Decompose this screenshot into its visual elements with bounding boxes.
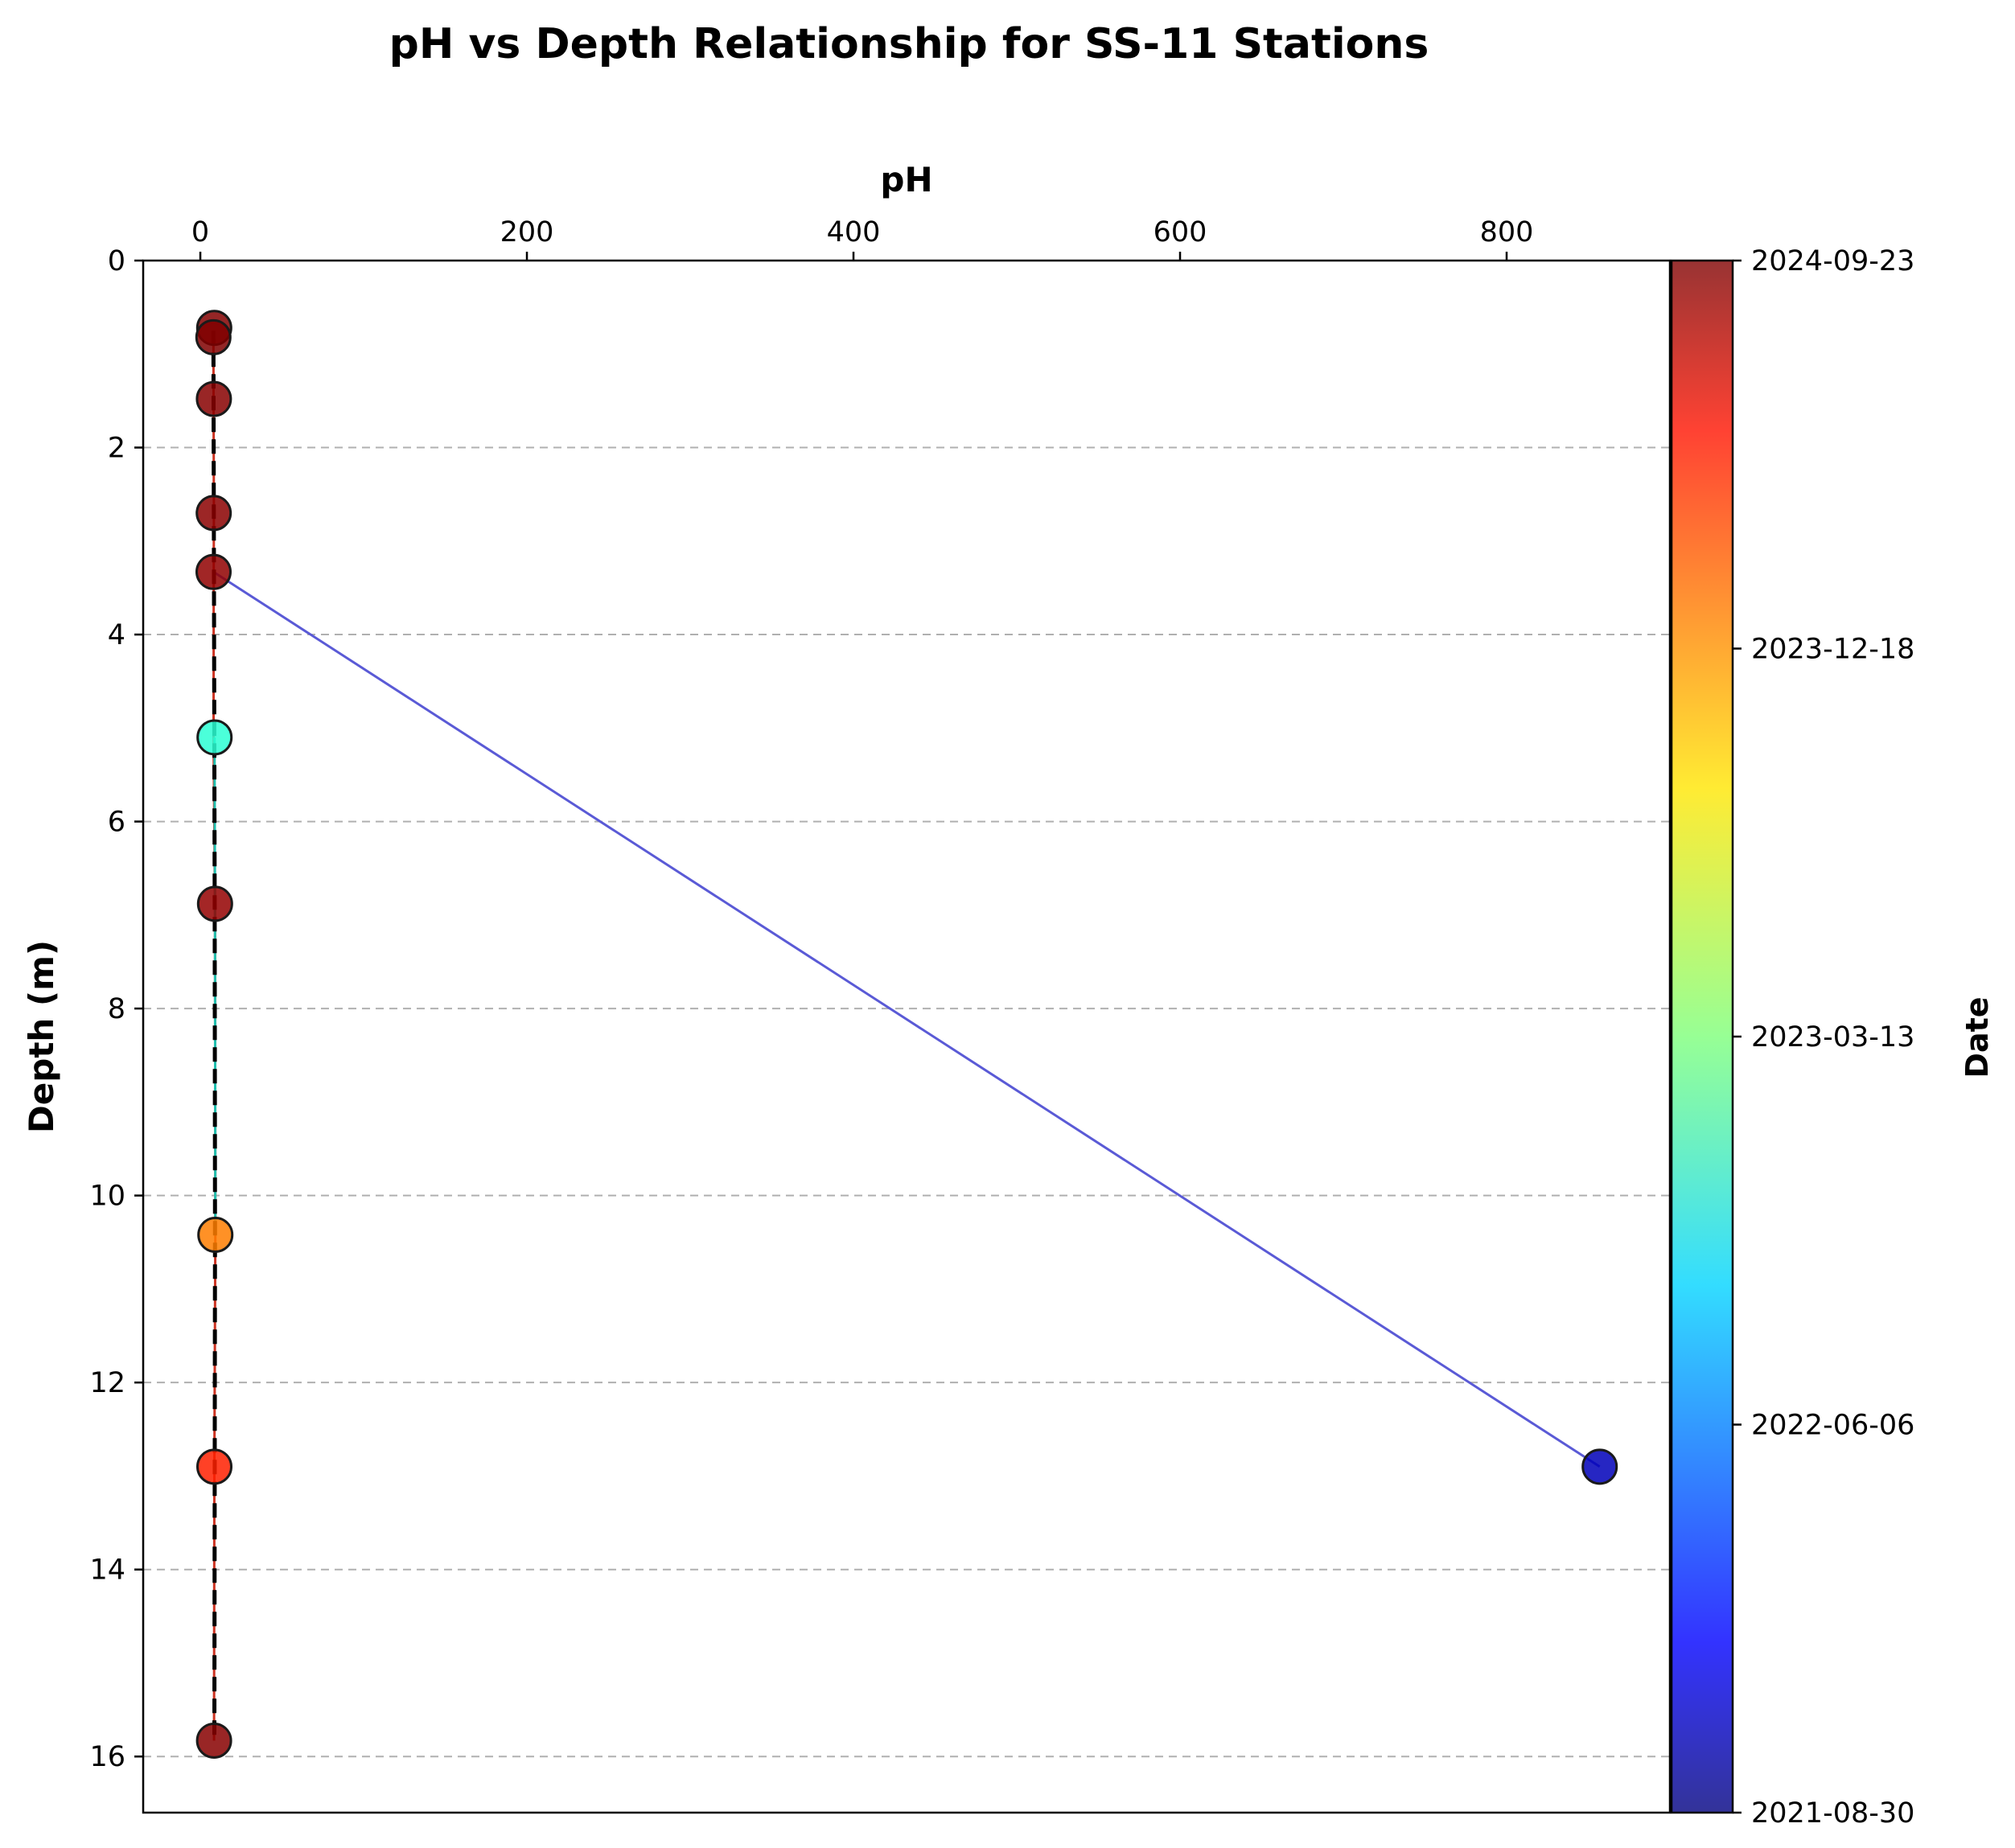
y-tick-label-0: 0 (108, 245, 125, 277)
data-points (195, 310, 1618, 1759)
colorbar-tick-label-3: 2023-12-18 (1751, 634, 1914, 666)
y-tick-label-5: 10 (89, 1181, 125, 1213)
x-tick-label-1: 200 (500, 216, 554, 248)
chart-title: pH vs Depth Relationship for SS-11 Stati… (389, 20, 1429, 68)
x-tick-label-4: 800 (1480, 216, 1534, 248)
data-point-9 (1581, 1448, 1618, 1485)
data-point-5 (196, 719, 233, 756)
data-point-10 (195, 1722, 232, 1759)
colorbar-tick-label-2: 2023-03-13 (1751, 1021, 1914, 1053)
data-point-3 (195, 495, 232, 532)
data-point-6 (196, 885, 233, 922)
colorbar-tick-label-1: 2022-06-06 (1751, 1410, 1914, 1442)
data-point-4 (195, 553, 232, 590)
colorbar-tick-label-0: 2021-08-30 (1751, 1797, 1914, 1830)
y-axis-ticks: 0 2 4 6 8 10 12 14 16 (89, 245, 143, 1773)
colorbar-tick-label-4: 2024-09-23 (1751, 245, 1914, 277)
x-tick-label-0: 0 (191, 216, 209, 248)
y-tick-label-6: 12 (89, 1367, 125, 1399)
grid-lines (143, 260, 1670, 1758)
series-line-0 (212, 570, 1601, 1468)
y-tick-label-2: 4 (108, 619, 125, 651)
y-tick-label-8: 16 (89, 1741, 125, 1773)
plot-frame (142, 259, 1672, 1814)
series-lines (211, 331, 1601, 1741)
data-point-8 (196, 1448, 233, 1485)
y-axis-label: Depth (m) (22, 940, 61, 1133)
y-tick-label-4: 8 (108, 993, 125, 1025)
y-tick-label-1: 2 (108, 433, 125, 465)
colorbar-ticks: 2021-08-30 2022-06-06 2023-03-13 2023-12-18… (1733, 245, 1914, 1830)
colorbar-label: Date (1959, 996, 1995, 1078)
y-tick-label-7: 14 (89, 1554, 125, 1587)
data-point-2 (195, 380, 232, 417)
x-axis-ticks: 0 200 400 600 800 (191, 216, 1534, 261)
series-line-3 (211, 331, 217, 1741)
x-tick-label-2: 400 (827, 216, 881, 248)
x-axis-label: pH (880, 160, 932, 199)
y-tick-label-3: 6 (108, 807, 125, 839)
colorbar (1672, 261, 1733, 1813)
x-tick-label-3: 600 (1153, 216, 1207, 248)
data-point-7 (197, 1216, 234, 1253)
data-point-1 (195, 318, 232, 355)
